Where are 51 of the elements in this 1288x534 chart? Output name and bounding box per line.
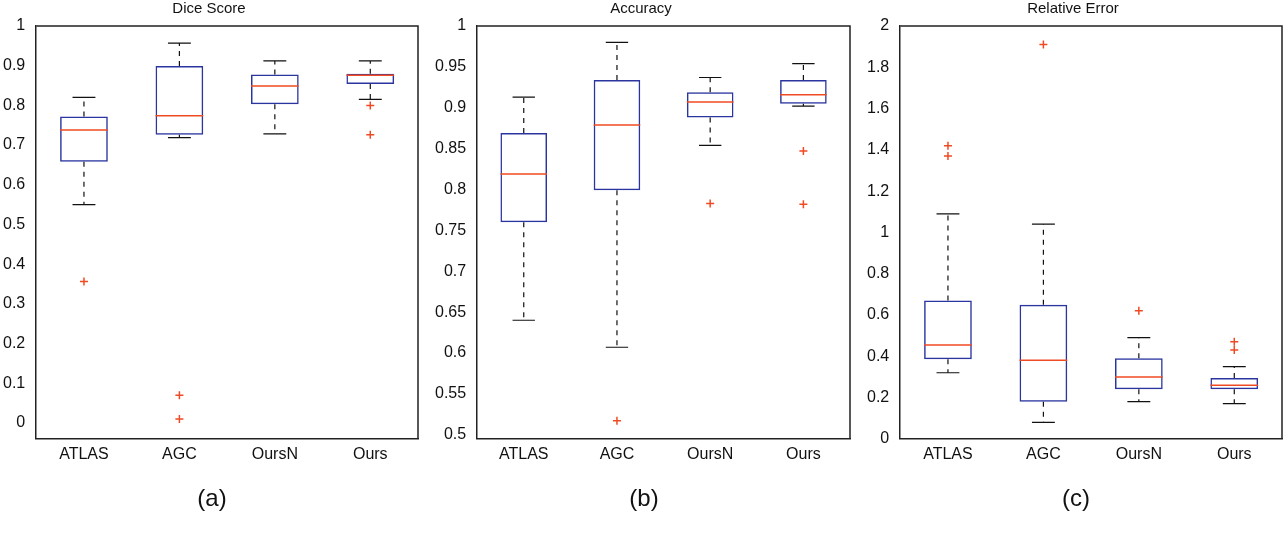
y-tick-label: 0.1 [2,373,26,391]
x-tick-label: OursN [687,444,734,462]
y-tick-label: 2 [880,16,890,34]
y-tick-label: 0 [16,413,26,431]
y-tick-label: 1.6 [866,98,890,116]
y-tick-label: 0.8 [866,264,890,282]
text: (c) [1062,484,1090,512]
chart-title: Relative Error [1027,0,1119,17]
y-tick-label: 0.8 [443,179,467,197]
y-tick-label: 0.3 [2,294,26,312]
y-tick-label: 0.8 [2,95,26,113]
y-tick-label: 0.6 [443,343,467,361]
y-tick-label: 1 [457,16,467,34]
chart-title: Dice Score [172,0,246,17]
y-tick-label: 0.7 [2,135,26,153]
x-tick-label: OursN [251,444,298,462]
y-tick-label: 0.2 [2,333,26,351]
x-tick-label: ATLAS [59,444,109,462]
y-tick-label: 0 [880,429,890,447]
y-tick-label: 0.65 [435,302,467,320]
x-tick-label: AGC [1026,444,1061,462]
y-tick-label: 1 [880,222,890,240]
x-tick-label: Ours [1216,444,1252,462]
y-tick-label: 0.75 [435,220,467,238]
chart-title: Accuracy [610,0,673,17]
y-tick-label: 0.4 [866,346,890,364]
x-tick-label: AGC [599,444,635,462]
y-tick-label: 1.2 [866,181,890,199]
y-tick-label: 0.2 [866,387,890,405]
y-tick-label: 0.5 [2,214,26,232]
text: (b) [629,484,659,512]
x-tick-label: Ours [786,444,821,462]
y-tick-label: 0.6 [2,175,26,193]
y-tick-label: 0.7 [443,261,467,279]
y-tick-label: 1 [16,16,26,34]
x-tick-label: ATLAS [499,444,549,462]
x-tick-label: ATLAS [923,444,973,462]
y-tick-label: 0.55 [435,384,467,402]
y-tick-label: 0.5 [443,425,467,443]
y-tick-label: 0.9 [443,98,467,116]
y-tick-label: 0.4 [2,254,26,272]
y-tick-label: 0.95 [435,57,467,75]
x-tick-label: Ours [352,444,388,462]
text: (a) [197,484,227,512]
y-tick-label: 0.6 [866,305,890,323]
x-tick-label: OursN [1115,444,1162,462]
y-tick-label: 0.9 [2,56,26,74]
x-tick-label: AGC [162,444,197,462]
y-tick-label: 1.8 [866,57,890,75]
y-tick-label: 0.85 [435,139,467,157]
y-tick-label: 1.4 [866,140,890,158]
